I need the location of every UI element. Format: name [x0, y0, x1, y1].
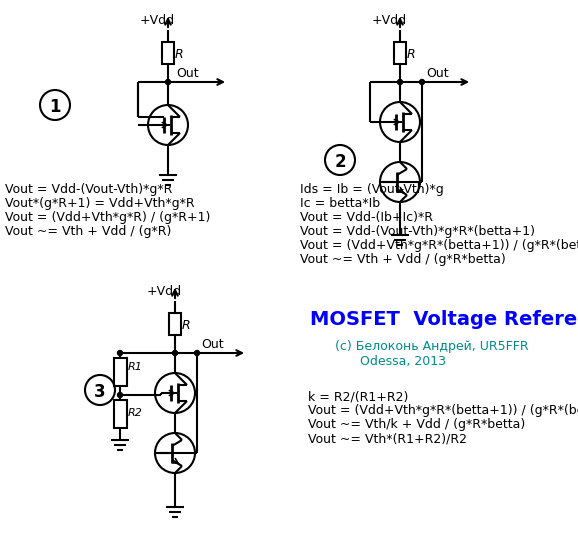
Text: 1: 1: [49, 98, 61, 116]
Text: R1: R1: [128, 362, 143, 372]
Circle shape: [195, 351, 199, 355]
Bar: [162, 42, 174, 64]
Circle shape: [420, 79, 424, 85]
Text: R: R: [182, 319, 191, 332]
Text: R: R: [407, 48, 416, 61]
Text: k = R2/(R1+R2): k = R2/(R1+R2): [308, 390, 409, 403]
Text: Out: Out: [201, 338, 224, 351]
Text: 3: 3: [94, 383, 106, 401]
Circle shape: [165, 79, 171, 85]
Text: Out: Out: [426, 67, 449, 80]
Text: R2: R2: [128, 408, 143, 418]
Text: Vout = (Vdd+Vth*g*R*(betta+1)) / (g*R*(betta+1)*k+1): Vout = (Vdd+Vth*g*R*(betta+1)) / (g*R*(b…: [308, 404, 578, 417]
Text: R: R: [175, 48, 184, 61]
Text: Vout ~= Vth + Vdd / (g*R): Vout ~= Vth + Vdd / (g*R): [5, 225, 171, 238]
Text: Vout ~= Vth*(R1+R2)/R2: Vout ~= Vth*(R1+R2)/R2: [308, 432, 467, 445]
Text: (c) Белоконь Андрей, UR5FFR: (c) Белоконь Андрей, UR5FFR: [335, 340, 529, 353]
Circle shape: [117, 351, 123, 355]
Text: Vout = Vdd-(Vout-Vth)*g*R*(betta+1): Vout = Vdd-(Vout-Vth)*g*R*(betta+1): [300, 225, 535, 238]
Bar: [394, 42, 406, 64]
Text: Vout = Vdd-(Vout-Vth)*g*R: Vout = Vdd-(Vout-Vth)*g*R: [5, 183, 172, 196]
Circle shape: [172, 351, 177, 355]
Text: MOSFET  Voltage Reference: MOSFET Voltage Reference: [310, 310, 578, 329]
Text: Ids = Ib = (Vout-Vth)*g: Ids = Ib = (Vout-Vth)*g: [300, 183, 444, 196]
Text: Vout = (Vdd+Vth*g*R*(betta+1)) / (g*R*(betta+1)+1): Vout = (Vdd+Vth*g*R*(betta+1)) / (g*R*(b…: [300, 239, 578, 252]
Text: Vout*(g*R+1) = Vdd+Vth*g*R: Vout*(g*R+1) = Vdd+Vth*g*R: [5, 197, 195, 210]
Text: Ic = betta*Ib: Ic = betta*Ib: [300, 197, 380, 210]
Text: +Vdd: +Vdd: [140, 14, 175, 27]
Bar: [114, 358, 127, 386]
Text: 2: 2: [334, 153, 346, 171]
Circle shape: [117, 392, 123, 398]
Circle shape: [398, 79, 402, 85]
Text: Out: Out: [176, 67, 199, 80]
Text: Vout ~= Vth/k + Vdd / (g*R*betta): Vout ~= Vth/k + Vdd / (g*R*betta): [308, 418, 525, 431]
Bar: [114, 400, 127, 428]
Text: Vout = Vdd-(Ib+Ic)*R: Vout = Vdd-(Ib+Ic)*R: [300, 211, 433, 224]
Text: Vout = (Vdd+Vth*g*R) / (g*R+1): Vout = (Vdd+Vth*g*R) / (g*R+1): [5, 211, 210, 224]
Text: +Vdd: +Vdd: [147, 285, 182, 298]
Bar: [169, 313, 181, 335]
Text: +Vdd: +Vdd: [372, 14, 407, 27]
Text: Odessa, 2013: Odessa, 2013: [360, 355, 446, 368]
Text: Vout ~= Vth + Vdd / (g*R*betta): Vout ~= Vth + Vdd / (g*R*betta): [300, 253, 506, 266]
